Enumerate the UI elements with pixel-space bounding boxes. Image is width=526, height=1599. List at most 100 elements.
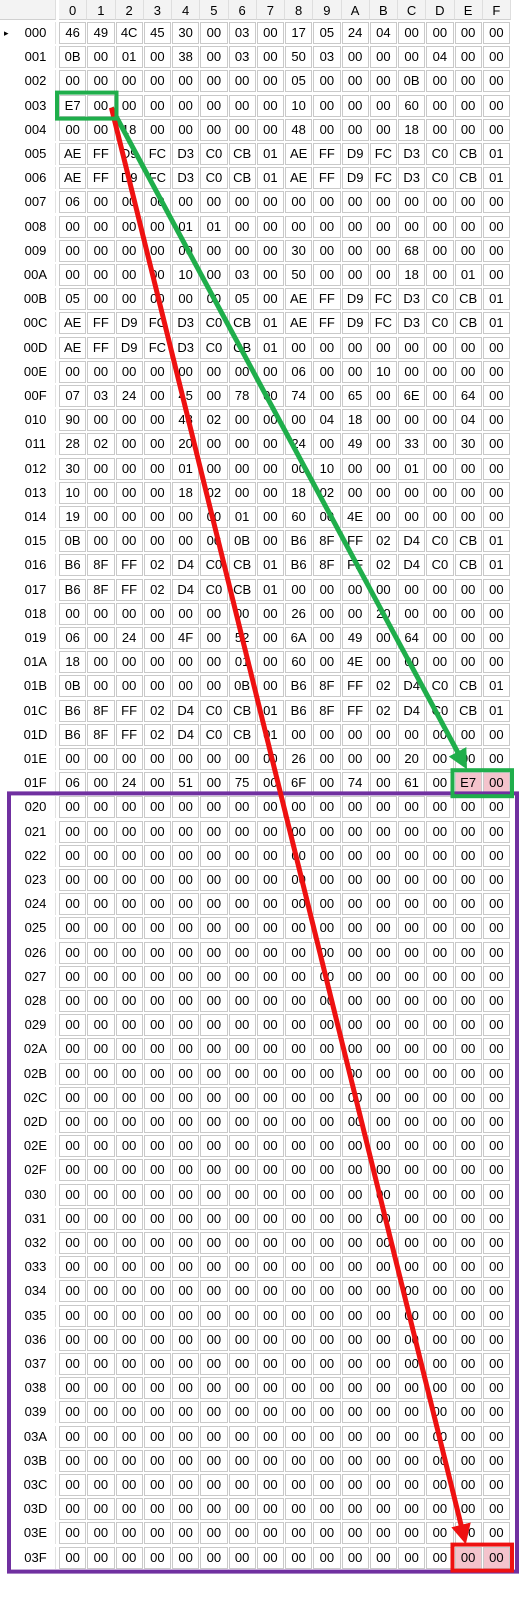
hex-cell[interactable]: 00 [426,893,454,916]
hex-cell[interactable]: 00 [87,94,115,117]
hex-cell[interactable]: 00 [115,1135,143,1158]
hex-cell[interactable]: 02 [143,699,171,722]
column-header[interactable]: 7 [256,0,285,20]
hex-cell[interactable]: 00 [341,215,369,238]
hex-cell[interactable]: 00 [313,215,341,238]
column-header[interactable]: 8 [285,0,314,20]
hex-cell[interactable]: 00 [87,651,115,674]
hex-cell[interactable]: 00 [341,1498,369,1521]
hex-cell[interactable]: 00 [228,965,256,988]
hex-cell[interactable]: 00 [369,1038,397,1061]
hex-cell[interactable]: 00 [482,1353,510,1375]
hex-cell[interactable]: 01 [256,143,284,165]
hex-cell[interactable]: 00 [369,1062,397,1085]
hex-cell[interactable]: 00 [256,118,284,141]
hex-cell[interactable]: 00 [256,1014,284,1037]
hex-cell[interactable]: 00 [115,457,143,480]
hex-cell[interactable]: 00 [369,1425,397,1448]
hex-cell[interactable]: 00 [172,360,200,383]
hex-cell[interactable]: 00 [59,1280,87,1303]
row-address[interactable]: 02D [0,1111,56,1133]
hex-cell[interactable]: 00 [341,869,369,891]
hex-cell[interactable]: 00 [200,1014,228,1037]
row-address[interactable]: 011 [0,433,56,456]
hex-cell[interactable]: 00 [87,118,115,141]
hex-cell[interactable]: 30 [59,457,87,480]
hex-cell[interactable]: 00 [59,1062,87,1085]
hex-cell[interactable]: 00 [228,1353,256,1375]
row-address[interactable]: 033 [0,1256,56,1279]
hex-cell[interactable]: 00 [369,844,397,867]
hex-cell[interactable]: 00 [115,844,143,867]
hex-cell[interactable]: CB [454,167,482,190]
hex-cell[interactable]: FF [313,143,341,165]
hex-cell[interactable]: D3 [172,143,200,165]
hex-cell[interactable]: 00 [87,675,115,698]
hex-cell[interactable]: 00 [398,1474,426,1496]
hex-cell[interactable]: 00 [256,70,284,93]
hex-cell[interactable]: 00 [87,1014,115,1037]
hex-cell[interactable]: 00 [341,1328,369,1351]
hex-cell[interactable]: 00 [482,1014,510,1037]
hex-cell[interactable]: 00 [172,1474,200,1496]
hex-cell[interactable]: D3 [172,167,200,190]
hex-cell[interactable]: 00 [369,1449,397,1472]
hex-cell[interactable]: 00 [341,1353,369,1375]
row-address[interactable]: 01C [0,699,56,722]
hex-cell[interactable]: 00 [59,990,87,1012]
hex-cell[interactable]: 00 [482,1401,510,1424]
hex-cell[interactable]: 00 [256,1546,284,1569]
hex-cell[interactable]: 00 [87,1449,115,1472]
hex-cell[interactable]: 00 [398,990,426,1012]
hex-cell[interactable]: 00 [228,1159,256,1182]
hex-cell[interactable]: 00 [172,602,200,625]
hex-cell[interactable]: C0 [200,167,228,190]
hex-cell[interactable]: 00 [285,1111,313,1133]
hex-cell[interactable]: 00 [200,385,228,407]
hex-cell[interactable]: 0B [59,530,87,553]
hex-cell[interactable]: 00 [59,869,87,891]
hex-cell[interactable]: CB [454,143,482,165]
row-address[interactable]: 010 [0,409,56,432]
hex-cell[interactable]: C0 [200,699,228,722]
hex-cell[interactable]: 00 [143,409,171,432]
hex-cell[interactable]: 49 [87,22,115,44]
hex-cell[interactable]: E7 [454,772,482,795]
hex-cell[interactable]: 00 [143,1159,171,1182]
hex-cell[interactable]: 00 [228,1401,256,1424]
hex-cell[interactable]: B6 [59,723,87,746]
hex-cell[interactable]: 00 [228,1280,256,1303]
hex-cell[interactable]: 00 [285,844,313,867]
row-address[interactable]: 03E [0,1522,56,1545]
hex-cell[interactable]: 00 [256,1328,284,1351]
hex-cell[interactable]: 00 [256,990,284,1012]
hex-cell[interactable]: 00 [398,723,426,746]
hex-cell[interactable]: 00 [454,1111,482,1133]
hex-cell[interactable]: 02 [143,578,171,601]
row-address[interactable]: 023 [0,869,56,891]
hex-cell[interactable]: FF [115,699,143,722]
hex-cell[interactable]: 00 [369,869,397,891]
hex-cell[interactable]: D9 [115,167,143,190]
hex-cell[interactable]: 00 [426,1159,454,1182]
hex-cell[interactable]: 00 [200,1038,228,1061]
hex-cell[interactable]: 00 [482,796,510,819]
row-address[interactable]: 02A [0,1038,56,1061]
hex-cell[interactable]: 00 [341,191,369,214]
hex-cell[interactable]: 00 [143,772,171,795]
hex-cell[interactable]: C0 [200,143,228,165]
hex-cell[interactable]: 00 [59,70,87,93]
hex-cell[interactable]: 06 [59,191,87,214]
hex-cell[interactable]: 00 [87,1038,115,1061]
hex-cell[interactable]: 46 [59,22,87,44]
hex-cell[interactable]: C0 [200,312,228,335]
hex-cell[interactable]: 00 [369,990,397,1012]
hex-cell[interactable]: 00 [313,651,341,674]
hex-cell[interactable]: 00 [398,1159,426,1182]
hex-cell[interactable]: 00 [482,869,510,891]
hex-cell[interactable]: 00 [143,1401,171,1424]
hex-cell[interactable]: 00 [454,46,482,69]
hex-cell[interactable]: 01 [200,215,228,238]
hex-cell[interactable]: 00 [87,1062,115,1085]
hex-cell[interactable]: 00 [398,1256,426,1279]
